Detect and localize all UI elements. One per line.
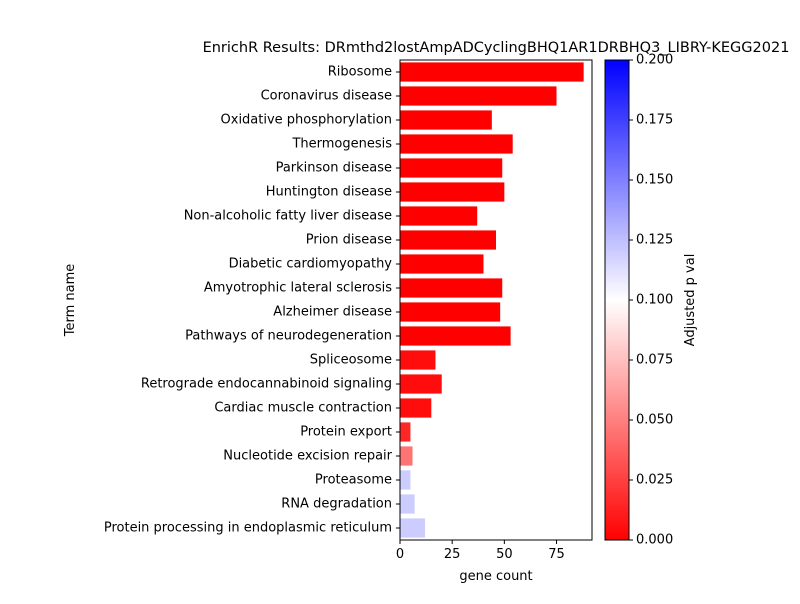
bar-14 — [400, 398, 432, 418]
y-tick-label: Retrograde endocannabinoid signaling — [141, 377, 392, 392]
bar-3 — [400, 134, 513, 154]
x-tick-label: 75 — [548, 547, 565, 562]
y-tick-label: Spliceosome — [310, 353, 392, 368]
y-tick-label: Nucleotide excision repair — [223, 449, 392, 464]
y-tick-label: Huntington disease — [266, 185, 392, 200]
y-tick-label: Pathways of neurodegeneration — [185, 329, 392, 344]
y-tick-label: Thermogenesis — [291, 137, 392, 152]
bars-group — [400, 62, 584, 538]
bar-8 — [400, 254, 484, 274]
y-tick-label: Coronavirus disease — [261, 89, 392, 104]
y-tick-label: Parkinson disease — [276, 161, 392, 176]
bar-4 — [400, 158, 503, 178]
bar-19 — [400, 518, 426, 538]
x-tick-label: 25 — [444, 547, 461, 562]
bar-15 — [400, 422, 411, 442]
bar-2 — [400, 110, 492, 130]
plot-frame — [399, 59, 593, 541]
colorbar-tick-label: 0.050 — [636, 413, 673, 428]
y-tick-label: Proteasome — [315, 473, 392, 488]
bar-13 — [400, 374, 442, 394]
bar-0 — [400, 62, 584, 82]
bar-16 — [400, 446, 413, 466]
y-tick-label: Oxidative phosphorylation — [221, 113, 392, 128]
colorbar-tick-label: 0.000 — [636, 533, 673, 548]
y-tick-label: Diabetic cardiomyopathy — [229, 257, 393, 272]
colorbar-tick-label: 0.075 — [636, 353, 673, 368]
bar-6 — [400, 206, 478, 226]
bar-1 — [400, 86, 557, 106]
bar-12 — [400, 350, 436, 370]
bar-9 — [400, 278, 503, 298]
colorbar-tick-label: 0.025 — [636, 473, 673, 488]
colorbar-tick-label: 0.125 — [636, 233, 673, 248]
colorbar-tick-label: 0.100 — [636, 293, 673, 308]
y-tick-labels: Ribosome Coronavirus disease Oxidative pho… — [104, 65, 400, 536]
chart-title: EnrichR Results: DRmthd2lostAmpADCycling… — [203, 40, 790, 56]
bar-7 — [400, 230, 496, 250]
y-tick-label: Protein export — [300, 425, 392, 440]
y-tick-label: Amyotrophic lateral sclerosis — [204, 281, 392, 296]
x-axis-label: gene count — [459, 569, 532, 584]
y-axis-label: Term name — [63, 264, 78, 338]
y-tick-label: Cardiac muscle contraction — [214, 401, 392, 416]
colorbar-tick-label: 0.150 — [636, 173, 673, 188]
y-tick-label: Non-alcoholic fatty liver disease — [184, 209, 392, 224]
colorbar — [604, 59, 630, 541]
colorbar-ticks: 0.000 0.025 0.050 0.075 0.100 0.125 0.150 0.175… — [629, 53, 673, 548]
bar-17 — [400, 470, 411, 490]
bar-10 — [400, 302, 501, 322]
y-tick-label: Ribosome — [328, 65, 392, 80]
y-tick-label: RNA degradation — [281, 497, 392, 512]
y-tick-label: Alzheimer disease — [273, 305, 392, 320]
x-axis-ticks: 0 25 50 75 — [396, 540, 565, 562]
colorbar-tick-label: 0.200 — [636, 53, 673, 68]
bar-11 — [400, 326, 511, 346]
y-tick-label: Prion disease — [306, 233, 392, 248]
x-tick-label: 0 — [396, 547, 404, 562]
colorbar-tick-label: 0.175 — [636, 113, 673, 128]
colorbar-label: Adjusted p val — [683, 254, 698, 347]
bar-18 — [400, 494, 415, 514]
x-tick-label: 50 — [496, 547, 513, 562]
bar-5 — [400, 182, 505, 202]
y-tick-label: Protein processing in endoplasmic reticu… — [104, 521, 392, 536]
